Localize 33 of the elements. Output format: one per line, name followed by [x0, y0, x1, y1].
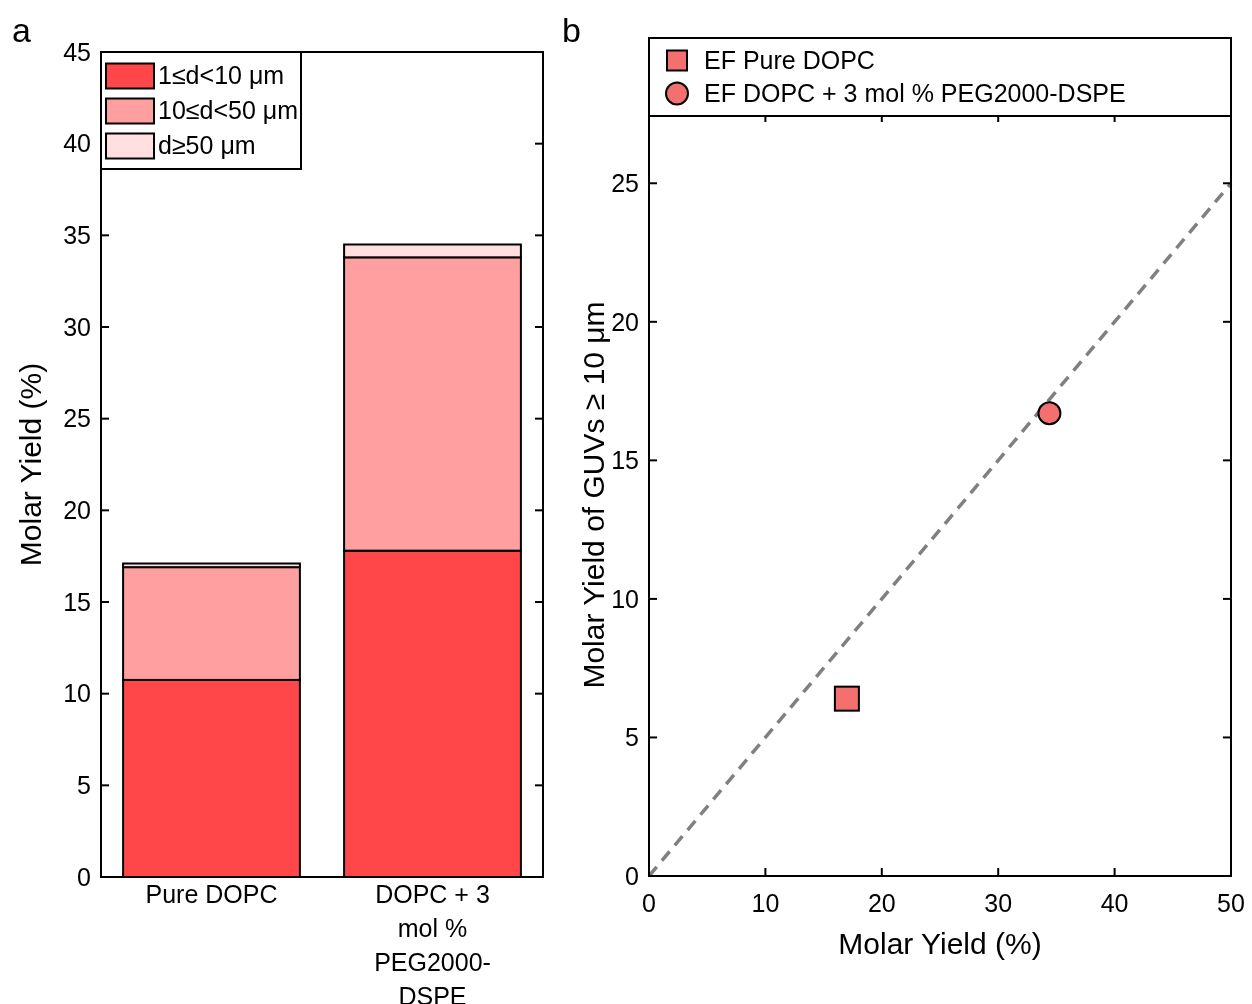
legend-label: EF Pure DOPC [704, 46, 875, 75]
x-tick-label: 10 [751, 889, 780, 917]
x-tick-label: 20 [867, 889, 896, 917]
y-tick-label: 15 [611, 446, 639, 475]
y-axis-title: Molar Yield (%) [14, 362, 47, 567]
x-tick-label: 50 [1217, 889, 1245, 917]
y-tick-label: 5 [625, 723, 639, 752]
legend-label: 10≤d<50 μm [158, 96, 299, 125]
legend-label: EF DOPC + 3 mol % PEG2000-DSPE [704, 79, 1126, 108]
y-tick-label: 45 [63, 37, 91, 66]
y-tick-label: 30 [63, 312, 91, 341]
y-axis-title: Molar Yield of GUVs ≥ 10 μm [577, 301, 610, 689]
y-tick-label: 10 [63, 679, 91, 708]
y-tick-label: 5 [77, 771, 91, 800]
chart-title: a [12, 11, 31, 49]
x-tick-label: 30 [984, 889, 1013, 917]
x-tick-label: Pure DOPC [145, 880, 278, 908]
y-tick-label: 0 [77, 862, 91, 891]
y-tick-label: 20 [611, 307, 639, 336]
y-tick-label: 20 [63, 496, 91, 525]
y-tick-label: 35 [63, 221, 91, 250]
y-tick-label: 0 [625, 861, 639, 890]
y-tick-label: 25 [611, 169, 639, 198]
x-tick-label: 0 [642, 889, 656, 917]
x-tick-label: 40 [1100, 889, 1129, 917]
y-tick-label: 15 [63, 587, 91, 616]
y-tick-label: 25 [63, 404, 91, 433]
legend-label: 1≤d<10 μm [158, 61, 285, 90]
legend-label: d≥50 μm [158, 131, 256, 160]
x-axis-title: Molar Yield (%) [838, 927, 1042, 960]
y-tick-label: 10 [611, 584, 639, 613]
chart-title: b [562, 11, 581, 49]
y-tick-label: 40 [63, 129, 91, 158]
